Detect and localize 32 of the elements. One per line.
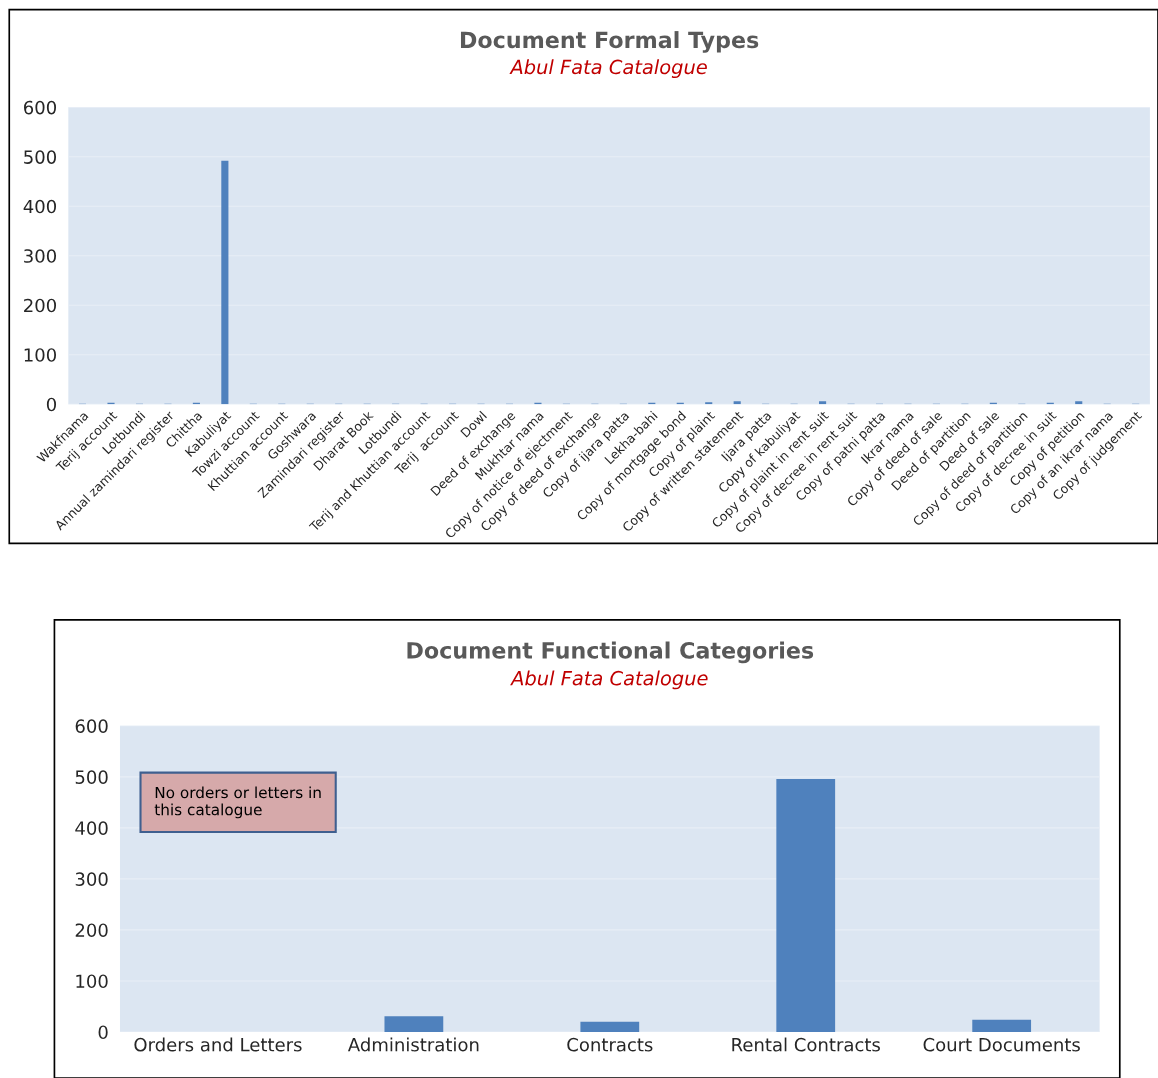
x-tick-label: Orders and Letters <box>134 1037 302 1052</box>
bar <box>221 160 229 405</box>
chart-title: Document Formal Types <box>460 31 759 53</box>
y-tick-label: 0 <box>98 1025 108 1040</box>
y-tick-label: 300 <box>75 872 108 887</box>
y-tick-label: 200 <box>24 298 57 313</box>
y-tick-label: 100 <box>76 974 108 989</box>
bar <box>384 1016 444 1032</box>
bar <box>776 778 836 1032</box>
bar <box>819 401 827 405</box>
x-tick-label: Contracts <box>567 1037 653 1052</box>
x-tick-label: Court Documents <box>923 1037 1080 1052</box>
chart-title: Document Functional Categories <box>407 641 814 664</box>
bar <box>1075 401 1083 405</box>
chart-subtitle: Abul Fata Catalogue <box>509 59 707 79</box>
y-tick-label: 100 <box>24 348 57 362</box>
annotation: No orders or letters in this catalogue <box>154 786 321 819</box>
y-tick-label: 400 <box>75 821 108 835</box>
y-tick-label: 500 <box>24 150 57 164</box>
bar <box>580 1021 640 1032</box>
y-tick-label: 200 <box>75 923 108 938</box>
bar <box>972 1019 1032 1032</box>
x-tick-label: Rental Contracts <box>732 1037 880 1052</box>
y-tick-label: 500 <box>75 770 108 784</box>
y-tick-label: 300 <box>24 249 57 263</box>
chart-subtitle: Abul Fata Catalogue <box>510 670 708 690</box>
y-tick-label: 0 <box>46 397 57 412</box>
y-tick-label: 600 <box>75 719 108 733</box>
x-tick-label: Administration <box>347 1037 479 1052</box>
bar <box>733 401 741 405</box>
y-tick-label: 400 <box>23 199 57 214</box>
y-tick-label: 600 <box>24 100 57 115</box>
